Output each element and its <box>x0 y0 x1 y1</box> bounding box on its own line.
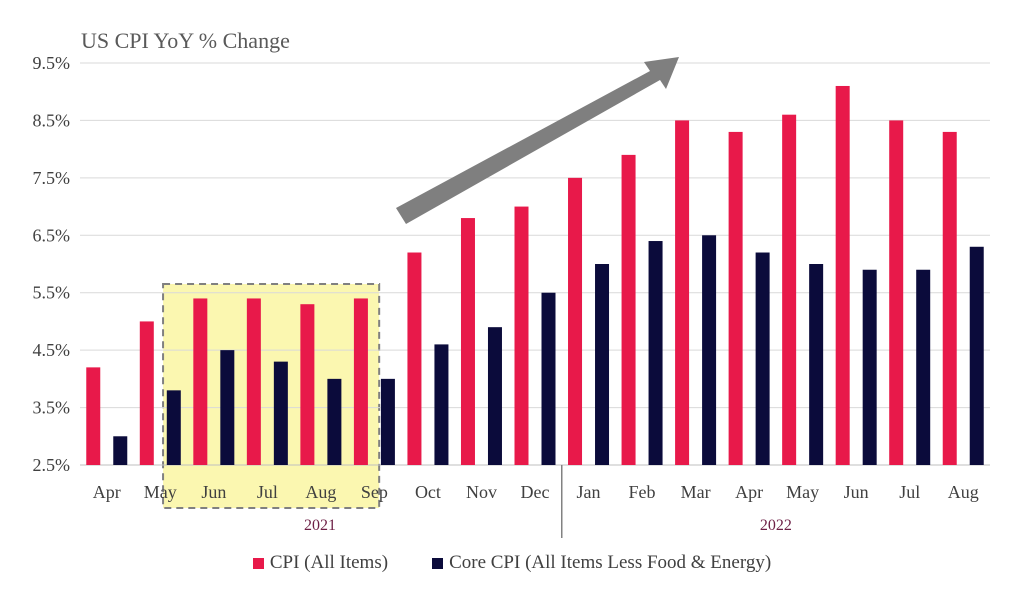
bar-cpi <box>514 206 529 466</box>
bar-cpi <box>621 154 636 465</box>
legend-label-cpi: CPI (All Items) <box>269 552 389 573</box>
legend-label-core-cpi: Core CPI (All Items Less Food & Energy) <box>449 552 772 573</box>
bar-core-cpi <box>487 327 502 465</box>
bar-cpi <box>675 120 690 465</box>
x-tick-label: Sep <box>361 482 388 502</box>
bar-core-cpi <box>916 269 931 465</box>
bar-cpi <box>942 131 957 465</box>
legend-item-cpi: CPI (All Items) <box>252 552 389 574</box>
x-tick-label: Apr <box>93 482 121 502</box>
year-label: 2021 <box>304 517 336 534</box>
x-tick-label: Mar <box>681 482 711 502</box>
bar-core-cpi <box>380 378 395 465</box>
bar-core-cpi <box>648 241 663 465</box>
x-tick-label: Aug <box>948 482 979 502</box>
chart-title: US CPI YoY % Change <box>81 28 290 53</box>
y-tick-label: 9.5% <box>33 53 71 73</box>
x-tick-label: Jun <box>844 482 869 502</box>
bar-cpi <box>835 85 850 465</box>
bar-core-cpi <box>541 292 556 465</box>
x-tick-label: Nov <box>466 482 497 502</box>
x-tick-label: Aug <box>305 482 336 502</box>
bar-core-cpi <box>434 344 449 465</box>
bar-core-cpi <box>702 235 717 465</box>
y-tick-label: 6.5% <box>33 225 71 245</box>
bar-cpi <box>728 131 743 465</box>
bar-core-cpi <box>327 378 342 465</box>
bar-cpi <box>353 298 368 465</box>
y-tick-label: 4.5% <box>33 340 71 360</box>
x-tick-label: Feb <box>629 482 656 502</box>
bar-core-cpi <box>113 436 128 465</box>
bar-cpi <box>407 252 422 465</box>
bar-cpi <box>193 298 208 465</box>
bar-core-cpi <box>166 390 181 465</box>
x-tick-label: Apr <box>735 482 763 502</box>
year-label: 2022 <box>760 517 792 534</box>
bar-cpi <box>300 304 315 465</box>
bar-core-cpi <box>862 269 877 465</box>
y-tick-label: 5.5% <box>33 283 71 303</box>
x-tick-label: Jan <box>577 482 601 502</box>
x-tick-label: May <box>786 482 819 502</box>
legend-item-core-cpi: Core CPI (All Items Less Food & Energy) <box>432 552 771 574</box>
bar-cpi <box>139 321 154 465</box>
bar-core-cpi <box>969 246 984 465</box>
trend-arrow <box>396 57 679 224</box>
x-tick-label: Jul <box>257 482 278 502</box>
bar-cpi <box>782 114 797 465</box>
bar-core-cpi <box>273 361 288 465</box>
bar-cpi <box>460 218 475 465</box>
x-tick-label: Oct <box>415 482 441 502</box>
bar-cpi <box>568 177 583 465</box>
bar-core-cpi <box>755 252 770 465</box>
bar-core-cpi <box>220 350 235 465</box>
legend-swatch-cpi <box>252 557 264 569</box>
bar-core-cpi <box>595 264 610 465</box>
bar-cpi <box>889 120 904 465</box>
legend: CPI (All Items) Core CPI (All Items Less… <box>0 552 1024 574</box>
legend-swatch-core-cpi <box>432 557 444 569</box>
y-tick-label: 8.5% <box>33 110 71 130</box>
y-tick-label: 3.5% <box>33 398 71 418</box>
y-tick-label: 7.5% <box>33 168 71 188</box>
bar-cpi <box>86 367 101 465</box>
bar-core-cpi <box>809 264 824 465</box>
x-tick-label: May <box>144 482 177 502</box>
x-tick-label: Dec <box>521 482 550 502</box>
y-tick-label: 2.5% <box>33 455 71 475</box>
x-tick-label: Jun <box>201 482 226 502</box>
x-tick-label: Jul <box>899 482 920 502</box>
bar-cpi <box>246 298 261 465</box>
